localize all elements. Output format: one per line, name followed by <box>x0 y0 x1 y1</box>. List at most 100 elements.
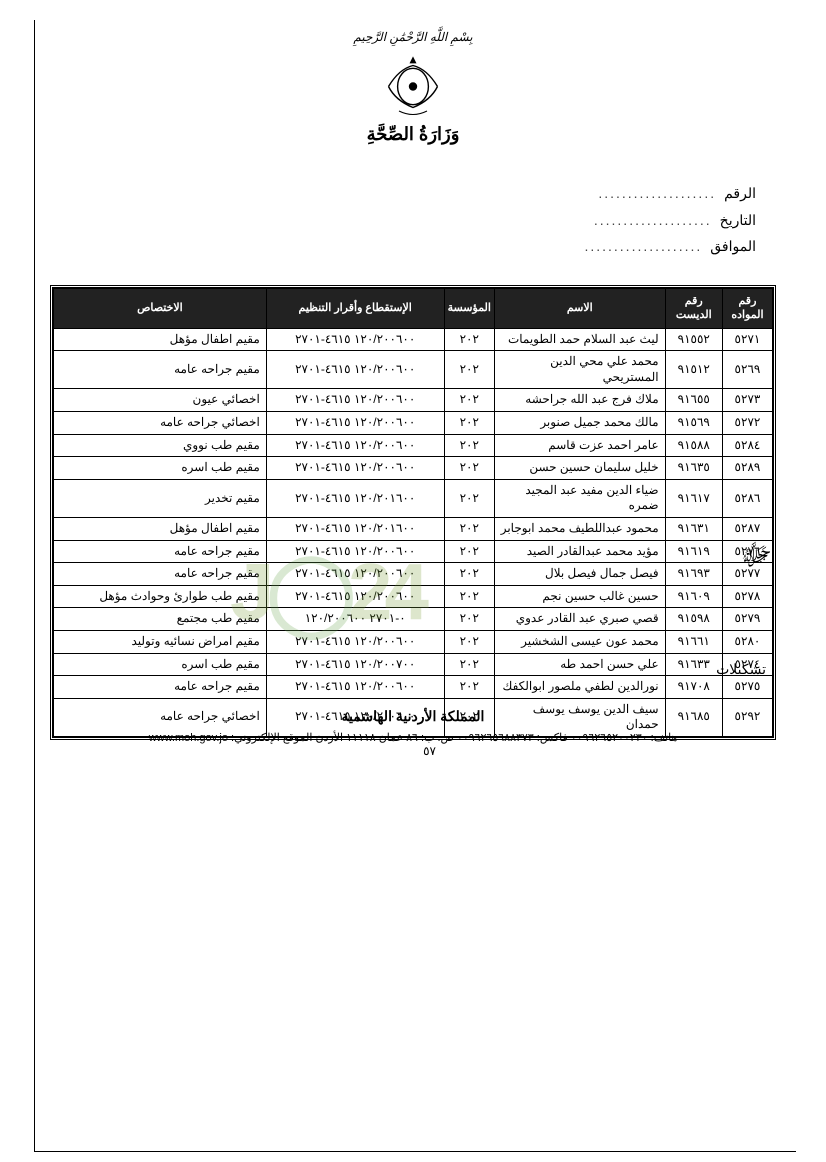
table-body: ٥٢٧١٩١٥٥٢ليث عبد السلام حمد الطويمات٢٠٢١… <box>54 328 773 736</box>
cell-num: ١٢٠/٢٠٠٦٠٠ ٤٦١٥-٢٧٠١ <box>266 457 444 480</box>
cell-name: قصي صبري عبد القادر عدوي <box>494 608 665 631</box>
cell-inst: ٢٠٢ <box>444 411 494 434</box>
page: بِسْمِ اللَّهِ الرَّحْمَٰنِ الرَّحِيمِ و… <box>0 0 826 778</box>
cell-inst: ٢٠٢ <box>444 676 494 699</box>
table-header-row: رقم المواده رقم الديست الاسم المؤسسة الإ… <box>54 289 773 329</box>
cell-name: مؤيد محمد عبدالقادر الصيد <box>494 540 665 563</box>
cell-inst: ٢٠٢ <box>444 517 494 540</box>
th-numeric: الإستقطاع وأقرار التنظيم <box>266 289 444 329</box>
cell-name: ليث عبد السلام حمد الطويمات <box>494 328 665 351</box>
ref-label: الرقم <box>724 180 756 207</box>
cell-dn: ٩١٥٨٨ <box>665 434 722 457</box>
cell-inst: ٢٠٢ <box>444 479 494 517</box>
cell-name: نورالدين لطفي ملصور ابوالكفك <box>494 676 665 699</box>
table-row: ٥٢٦٩٩١٥١٢محمد علي محي الدين المستريحي٢٠٢… <box>54 351 773 389</box>
table-row: ٥٢٧٥٩١٧٠٨نورالدين لطفي ملصور ابوالكفك٢٠٢… <box>54 676 773 699</box>
table-row: ٥٢٧١٩١٥٥٢ليث عبد السلام حمد الطويمات٢٠٢١… <box>54 328 773 351</box>
ministry-name: وَزَارَةُ الصِّحَّةِ <box>50 124 776 145</box>
cell-spec: اخصائي عيون <box>54 389 267 412</box>
cell-seq: ٥٢٧٣ <box>722 389 772 412</box>
cell-dn: ٩١٦٣١ <box>665 517 722 540</box>
cell-dn: ٩١٦١٩ <box>665 540 722 563</box>
cell-spec: مقيم طب نووي <box>54 434 267 457</box>
salutation: تشكيلات <box>716 661 766 678</box>
cell-spec: مقيم جراحه عامه <box>54 676 267 699</box>
table-row: ٥٢٧٤٩١٦٣٣علي حسن احمد طه٢٠٢١٢٠/٢٠٠٧٠٠ ٤٦… <box>54 653 773 676</box>
cell-num: ١٢٠/٢٠٠٧٠٠ ٤٦١٥-٢٧٠١ <box>266 653 444 676</box>
cell-inst: ٢٠٢ <box>444 585 494 608</box>
cell-spec: مقيم جراحه عامه <box>54 351 267 389</box>
cell-spec: مقيم اطفال مؤهل <box>54 328 267 351</box>
data-table-wrap: رقم المواده رقم الديست الاسم المؤسسة الإ… <box>50 285 776 740</box>
cell-name: حسين غالب حسين نجم <box>494 585 665 608</box>
table-row: ٥٢٨٤٩١٥٨٨عامر احمد عزت قاسم٢٠٢١٢٠/٢٠٠٦٠٠… <box>54 434 773 457</box>
cell-spec: مقيم اطفال مؤهل <box>54 517 267 540</box>
table-row: ٥٢٨٩٩١٦٣٥خليل سليمان حسين حسن٢٠٢١٢٠/٢٠٠٦… <box>54 457 773 480</box>
data-table: رقم المواده رقم الديست الاسم المؤسسة الإ… <box>53 288 773 737</box>
cell-name: مالك محمد جميل صنوبر <box>494 411 665 434</box>
date-dots: .................... <box>594 207 712 234</box>
footer: المملكة الأردنية الهاشمية هاتف: ٠٠٩٦٢٦٥٢… <box>0 705 826 748</box>
cell-spec: مقيم طب اسره <box>54 457 267 480</box>
th-seq: رقم المواده <box>722 289 772 329</box>
cell-num: ١٢٠/٢٠٠٦٠٠ ٤٦١٥-٢٧٠١ <box>266 434 444 457</box>
meta-fields: الرقم .................... التاريخ .....… <box>584 180 756 260</box>
cell-seq: ٥٢٦٩ <box>722 351 772 389</box>
cell-seq: ٥٢٧٥ <box>722 676 772 699</box>
cell-num: ١٢٠/٢٠٠٦٠٠ ٤٦١٥-٢٧٠١ <box>266 389 444 412</box>
contact-line: هاتف: ٠٠٩٦٢٦٥٢٠٠٢٣٠ فاكس: ٠٠٩٦٢٦٥٦٨٨٣٧٣ … <box>0 730 826 748</box>
cell-name: خليل سليمان حسين حسن <box>494 457 665 480</box>
bismillah: بِسْمِ اللَّهِ الرَّحْمَٰنِ الرَّحِيمِ <box>50 30 776 44</box>
table-row: ٥٢٨٦٩١٦١٧ضياء الدين مفيد عبد المجيد ضمره… <box>54 479 773 517</box>
cell-seq: ٥٢٨٠ <box>722 630 772 653</box>
th-dn: رقم الديست <box>665 289 722 329</box>
table-row: ٥٢٧٢٩١٥٦٩مالك محمد جميل صنوبر٢٠٢١٢٠/٢٠٠٦… <box>54 411 773 434</box>
letterhead: بِسْمِ اللَّهِ الرَّحْمَٰنِ الرَّحِيمِ و… <box>50 30 776 145</box>
cell-seq: ٥٢٧٢ <box>722 411 772 434</box>
cell-name: عامر احمد عزت قاسم <box>494 434 665 457</box>
cell-name: محمود عبداللطيف محمد ابوجابر <box>494 517 665 540</box>
cell-seq: ٥٢٨٦ <box>722 479 772 517</box>
cell-num: ١٢٠/٢٠١٦٠٠ ٤٦١٥-٢٧٠١ <box>266 479 444 517</box>
watermark: J◯24 <box>230 545 421 638</box>
th-name: الاسم <box>494 289 665 329</box>
cell-inst: ٢٠٢ <box>444 434 494 457</box>
cell-dn: ٩١٥٦٩ <box>665 411 722 434</box>
cell-num: ١٢٠/٢٠٠٦٠٠ ٤٦١٥-٢٧٠١ <box>266 676 444 699</box>
cell-spec: اخصائي جراحه عامه <box>54 411 267 434</box>
cell-name: ضياء الدين مفيد عبد المجيد ضمره <box>494 479 665 517</box>
cell-inst: ٢٠٢ <box>444 653 494 676</box>
cell-seq: ٥٢٧٩ <box>722 608 772 631</box>
cell-dn: ٩١٦٣٥ <box>665 457 722 480</box>
cell-dn: ٩١٦٦١ <box>665 630 722 653</box>
th-spec: الاختصاص <box>54 289 267 329</box>
cell-num: ١٢٠/٢٠٠٦٠٠ ٤٦١٥-٢٧٠١ <box>266 351 444 389</box>
cell-dn: ٩١٧٠٨ <box>665 676 722 699</box>
cell-name: محمد عون عيسى الشخشير <box>494 630 665 653</box>
cell-dn: ٩١٥١٢ <box>665 351 722 389</box>
signature-scrawl: ﷻ <box>736 535 774 580</box>
cell-inst: ٢٠٢ <box>444 563 494 586</box>
cell-inst: ٢٠٢ <box>444 328 494 351</box>
cell-inst: ٢٠٢ <box>444 630 494 653</box>
cell-dn: ٩١٥٥٢ <box>665 328 722 351</box>
cell-dn: ٩١٦٥٥ <box>665 389 722 412</box>
crest-icon <box>378 48 448 118</box>
cell-dn: ٩١٦١٧ <box>665 479 722 517</box>
date-label: التاريخ <box>720 207 756 234</box>
cell-seq: ٥٢٧١ <box>722 328 772 351</box>
cell-name: ملاك فرج عبد الله جراحشه <box>494 389 665 412</box>
cell-dn: ٩١٦٩٣ <box>665 563 722 586</box>
cell-inst: ٢٠٢ <box>444 608 494 631</box>
cell-dn: ٩١٥٩٨ <box>665 608 722 631</box>
cell-dn: ٩١٦٠٩ <box>665 585 722 608</box>
table-row: ٥٢٧٣٩١٦٥٥ملاك فرج عبد الله جراحشه٢٠٢١٢٠/… <box>54 389 773 412</box>
cell-name: علي حسن احمد طه <box>494 653 665 676</box>
cell-inst: ٢٠٢ <box>444 389 494 412</box>
cell-inst: ٢٠٢ <box>444 457 494 480</box>
cell-num: ١٢٠/٢٠٠٦٠٠ ٤٦١٥-٢٧٠١ <box>266 411 444 434</box>
corr-dots: .................... <box>584 233 702 260</box>
kingdom-line: المملكة الأردنية الهاشمية <box>0 705 826 727</box>
cell-spec: مقيم طب اسره <box>54 653 267 676</box>
cell-seq: ٥٢٨٩ <box>722 457 772 480</box>
